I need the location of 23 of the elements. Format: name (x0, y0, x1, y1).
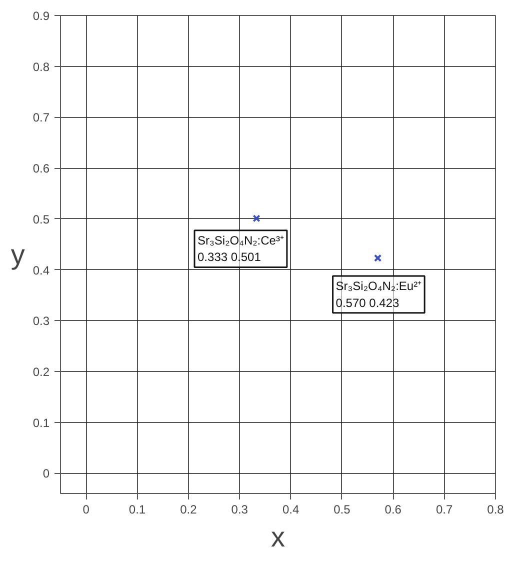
y-tick-label: 0.3 (32, 314, 50, 328)
y-tick-label: 0.8 (32, 60, 50, 74)
y-tick-label: 0.1 (32, 416, 50, 430)
x-tick-label: 0.6 (384, 502, 402, 516)
y-tick-label: 0.7 (32, 110, 50, 125)
x-axis-title: x (271, 522, 285, 552)
y-tick-label: 0.4 (32, 263, 50, 278)
y-tick-label: 0.6 (32, 162, 50, 176)
x-tick-label: 0.2 (180, 502, 198, 516)
x-tick-label: 0 (82, 502, 90, 516)
annotation: Sr₃Si₂O₄N₂:Eu²⁺ 0.570 0.423 (336, 279, 422, 310)
x-tick-label: 0.1 (128, 502, 146, 516)
y-tick-label: 0 (42, 466, 50, 481)
x-tick-label: 0.3 (231, 502, 248, 516)
annotation: Sr₃Si₂O₄N₂:Ce³⁺ 0.333 0.501 (198, 233, 284, 264)
x-tick-label: 0.4 (282, 502, 300, 516)
y-tick-label: 0.2 (32, 364, 50, 379)
x-tick-label: 0.7 (436, 502, 453, 516)
x-tick-label: 0.8 (487, 502, 504, 516)
y-tick-label: 0.5 (32, 212, 50, 226)
x-tick-label: 0.5 (334, 502, 351, 516)
y-tick-label: 0.9 (32, 9, 50, 23)
y-axis-title: y (10, 239, 25, 270)
